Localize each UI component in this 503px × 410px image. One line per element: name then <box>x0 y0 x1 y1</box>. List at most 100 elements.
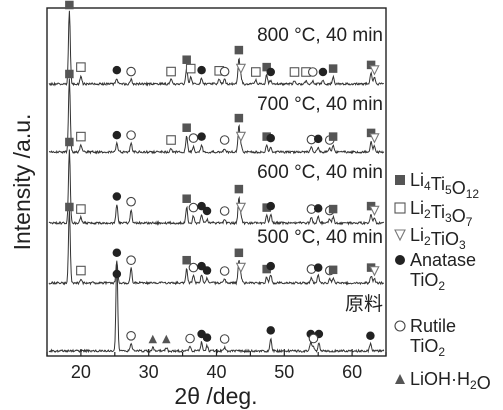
legend: Li4Ti5O12Li2Ti3O7Li2TiO3AnataseTiO2Rutil… <box>394 170 491 393</box>
peak-marker <box>166 66 176 77</box>
peak-marker <box>166 135 176 145</box>
peak-marker <box>235 63 247 75</box>
peak-marker <box>266 133 275 143</box>
markers-layer <box>65 0 380 344</box>
peak-marker <box>65 0 74 10</box>
peak-marker <box>76 131 86 142</box>
peak-marker <box>182 194 191 203</box>
legend-label: Li2Ti3O7 <box>410 198 473 229</box>
legend-label: TiO2 <box>410 270 445 293</box>
xrd-trace <box>49 78 385 155</box>
peak-marker <box>202 266 212 275</box>
y-axis-label: Intensity /a.u. <box>9 114 35 251</box>
peak-marker <box>369 266 380 277</box>
peak-marker <box>202 206 212 216</box>
peak-marker <box>266 67 275 77</box>
peak-marker <box>185 63 196 74</box>
peak-marker <box>219 266 230 276</box>
legend-label: LiOH·H2O <box>410 369 491 393</box>
peak-marker <box>262 203 271 212</box>
peak-marker <box>112 269 122 279</box>
peak-marker <box>188 262 199 273</box>
peak-marker <box>234 184 244 194</box>
peak-marker <box>197 132 206 141</box>
peak-marker <box>262 264 271 274</box>
peak-marker <box>318 67 328 77</box>
peak-marker <box>328 64 338 73</box>
peak-marker <box>262 132 271 141</box>
xrd-trace <box>48 260 385 354</box>
x-axis-label: 2θ /deg. <box>174 383 257 409</box>
peak-marker <box>313 263 323 272</box>
peak-marker <box>313 134 323 144</box>
peak-marker <box>65 137 74 147</box>
legend-label: Anatase <box>410 250 476 270</box>
series-labels-layer: 800 °C, 40 min 700 °C, 40 min 600 °C, 40 m… <box>257 25 383 315</box>
peak-marker <box>126 196 136 207</box>
x-tick-label: 50 <box>274 362 294 382</box>
peak-marker <box>185 333 195 344</box>
legend-marker <box>395 175 405 185</box>
peak-marker <box>366 331 375 341</box>
peak-marker <box>76 265 86 276</box>
peak-marker <box>366 128 376 138</box>
x-axis: 20 30 40 50 60 <box>46 349 387 382</box>
peak-marker <box>126 66 136 77</box>
peak-marker <box>369 65 380 76</box>
peak-marker <box>234 248 244 258</box>
peak-marker <box>266 326 275 335</box>
legend-marker <box>395 255 405 265</box>
series-label: 600 °C, 40 min <box>257 162 383 183</box>
peak-marker <box>182 55 191 64</box>
series-label: 800 °C, 40 min <box>257 25 383 46</box>
legend-label: Rutile <box>410 316 456 336</box>
series-label: 500 °C, 40 min <box>257 227 383 248</box>
peak-marker <box>76 62 86 72</box>
peak-marker <box>219 66 230 77</box>
peak-marker <box>328 204 338 214</box>
peak-marker <box>126 255 136 266</box>
peak-marker <box>202 333 212 342</box>
peak-marker <box>65 69 74 79</box>
peak-marker <box>235 262 247 274</box>
peak-marker <box>328 132 338 141</box>
peak-marker <box>126 130 136 140</box>
xrd-trace <box>48 149 385 226</box>
x-tick-label: 60 <box>342 362 362 382</box>
xrd-trace <box>48 209 385 286</box>
peak-marker <box>369 133 380 144</box>
x-tick-label: 20 <box>71 362 91 382</box>
peak-marker <box>234 113 244 123</box>
legend-marker <box>394 202 406 214</box>
peak-marker <box>307 67 318 77</box>
peak-marker <box>369 205 380 217</box>
legend-label: Li2TiO3 <box>410 225 466 252</box>
peak-marker <box>126 330 136 341</box>
peak-marker <box>328 265 338 275</box>
legend-marker <box>394 320 406 332</box>
peak-marker <box>197 65 206 75</box>
traces-layer <box>48 10 385 354</box>
peak-marker <box>251 67 261 77</box>
peak-marker <box>235 131 247 143</box>
peak-marker <box>112 130 122 140</box>
peak-marker <box>188 202 199 213</box>
peak-marker <box>112 65 122 75</box>
x-tick-label: 30 <box>139 362 159 382</box>
peak-marker <box>313 204 323 213</box>
peak-marker <box>188 133 199 143</box>
series-label: 700 °C, 40 min <box>257 94 383 115</box>
peak-marker <box>234 45 244 55</box>
peak-marker <box>148 334 158 344</box>
peak-marker <box>162 334 171 344</box>
peak-marker <box>262 62 271 72</box>
x-tick-label: 40 <box>206 362 226 382</box>
series-label: 原料 <box>345 293 383 315</box>
peak-marker <box>76 204 86 214</box>
peak-marker <box>182 255 191 265</box>
peak-marker <box>112 248 122 258</box>
peak-marker <box>219 135 230 145</box>
peak-marker <box>266 201 275 211</box>
peak-marker <box>308 333 319 344</box>
